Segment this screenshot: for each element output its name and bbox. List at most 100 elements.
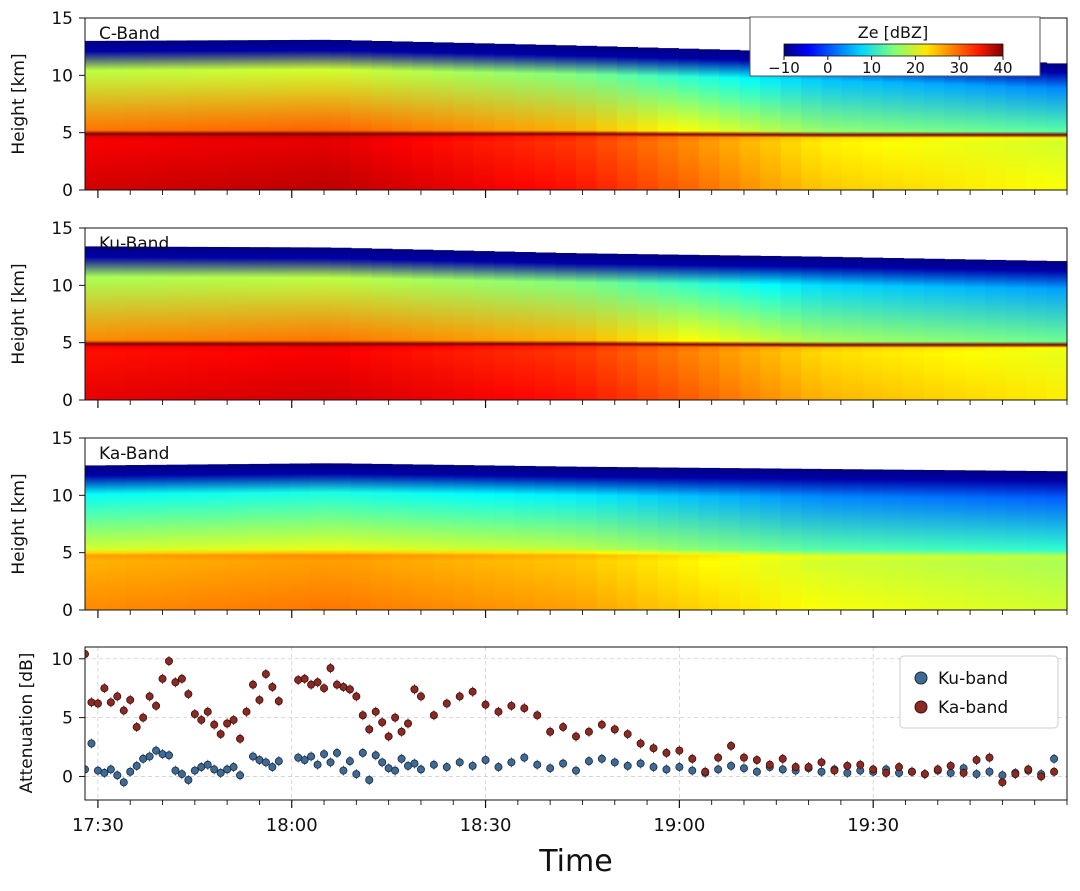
ka-point — [584, 727, 593, 736]
heatmap-cell — [739, 255, 761, 400]
ka-point — [203, 707, 212, 716]
y-tick-label: 0 — [62, 767, 73, 787]
ku-point — [468, 761, 477, 770]
heatmap-cell — [964, 259, 986, 400]
ku-point — [371, 751, 380, 760]
ku-point — [378, 758, 387, 767]
ku-point — [416, 765, 425, 774]
ku-point — [662, 765, 671, 774]
ka-point — [345, 685, 354, 694]
heatmap-cell — [494, 251, 516, 400]
y-tick-label: 10 — [51, 66, 73, 86]
heatmap-cell — [903, 469, 925, 610]
heatmap-cell — [760, 255, 782, 400]
y-tick-label: 0 — [62, 391, 73, 411]
ka-point — [507, 701, 516, 710]
ka-point — [920, 770, 929, 779]
heatmap-frame — [84, 17, 1068, 191]
heatmap-cell — [596, 253, 618, 400]
ka-point — [895, 763, 904, 772]
heatmap-cell — [187, 40, 209, 190]
ka-point — [210, 720, 219, 729]
heatmap-cell — [678, 254, 700, 400]
x-axis-label: Time — [538, 844, 612, 879]
heatmap-ylabel: Height [km] — [9, 263, 29, 364]
ku-point — [210, 765, 219, 774]
ku-point — [313, 760, 322, 769]
heatmap-cell — [310, 463, 332, 610]
y-tick-label: 10 — [51, 650, 73, 670]
heatmap-cell — [1005, 470, 1027, 610]
heatmap-cell — [187, 464, 209, 610]
heatmap-cell — [698, 49, 720, 190]
colorbar-ticks: −10 0 10 20 30 40 — [768, 56, 1013, 77]
ka-point — [972, 755, 981, 764]
heatmap-frame — [84, 227, 1068, 401]
heatmap-cell — [1046, 261, 1068, 400]
heatmap-cell — [330, 247, 352, 400]
ka-point — [623, 730, 632, 739]
ku-point — [985, 767, 994, 776]
legend-label-ka: Ka-band — [938, 698, 1008, 718]
ka-point — [352, 692, 361, 701]
ku-point — [778, 765, 787, 774]
heatmap-ylabel: Height [km] — [9, 473, 29, 574]
legend-marker-ku — [914, 671, 928, 685]
heatmap-cell — [862, 469, 884, 610]
ka-point — [830, 766, 839, 775]
heatmap-cell — [166, 40, 188, 190]
ku-point — [100, 768, 109, 777]
ka-point — [907, 767, 916, 776]
ka-point — [856, 760, 865, 769]
colorbar-tick-label: 20 — [906, 59, 925, 77]
heatmap-cell — [678, 48, 700, 190]
ka-point — [998, 778, 1007, 787]
ka-point — [391, 713, 400, 722]
ka-point — [817, 758, 826, 767]
ku-point — [597, 754, 606, 763]
ku-point — [494, 763, 503, 772]
ka-point — [100, 684, 109, 693]
heatmap-cell — [821, 256, 843, 400]
ka-point — [106, 698, 115, 707]
ka-point — [300, 674, 309, 683]
ka-point — [933, 765, 942, 774]
ka-point — [481, 700, 490, 709]
ka-point — [93, 699, 102, 708]
heatmap-cell — [719, 255, 741, 400]
ka-point — [177, 674, 186, 683]
heatmap-cell — [166, 246, 188, 400]
x-tick-label: 17:30 — [72, 815, 124, 836]
ku-point — [274, 757, 283, 766]
ka-point — [152, 701, 161, 710]
ka-point — [378, 718, 387, 727]
x-tick-label: 18:00 — [266, 815, 318, 836]
ka-point — [190, 710, 199, 719]
ku-point — [113, 771, 122, 780]
heatmap-cell — [453, 465, 475, 610]
heatmap-cell — [1026, 470, 1048, 610]
attenuation-points — [85, 649, 1059, 788]
legend-marker-ka — [914, 700, 928, 714]
heatmap-cell — [473, 465, 495, 610]
colorbar-tick-label: 30 — [950, 59, 969, 77]
ku-point — [533, 760, 542, 769]
heatmap-cell — [269, 463, 291, 610]
ku-point — [358, 748, 367, 757]
ku-point — [520, 753, 529, 762]
ku-point — [203, 760, 212, 769]
heatmap-cell — [780, 51, 802, 190]
heatmap-cell — [964, 59, 986, 190]
ku-point — [507, 758, 516, 767]
ka-point — [397, 727, 406, 736]
heatmap-cell — [616, 253, 638, 400]
heatmap-cell — [350, 463, 373, 610]
ka-point — [791, 763, 800, 772]
heatmap-cell — [371, 463, 393, 610]
heatmap-cell — [576, 466, 598, 610]
heatmap-cell — [1046, 471, 1068, 610]
heatmap-cell — [269, 40, 291, 190]
panel-label: C-Band — [99, 24, 160, 44]
ku-point — [546, 764, 555, 773]
ku-point — [429, 760, 438, 769]
